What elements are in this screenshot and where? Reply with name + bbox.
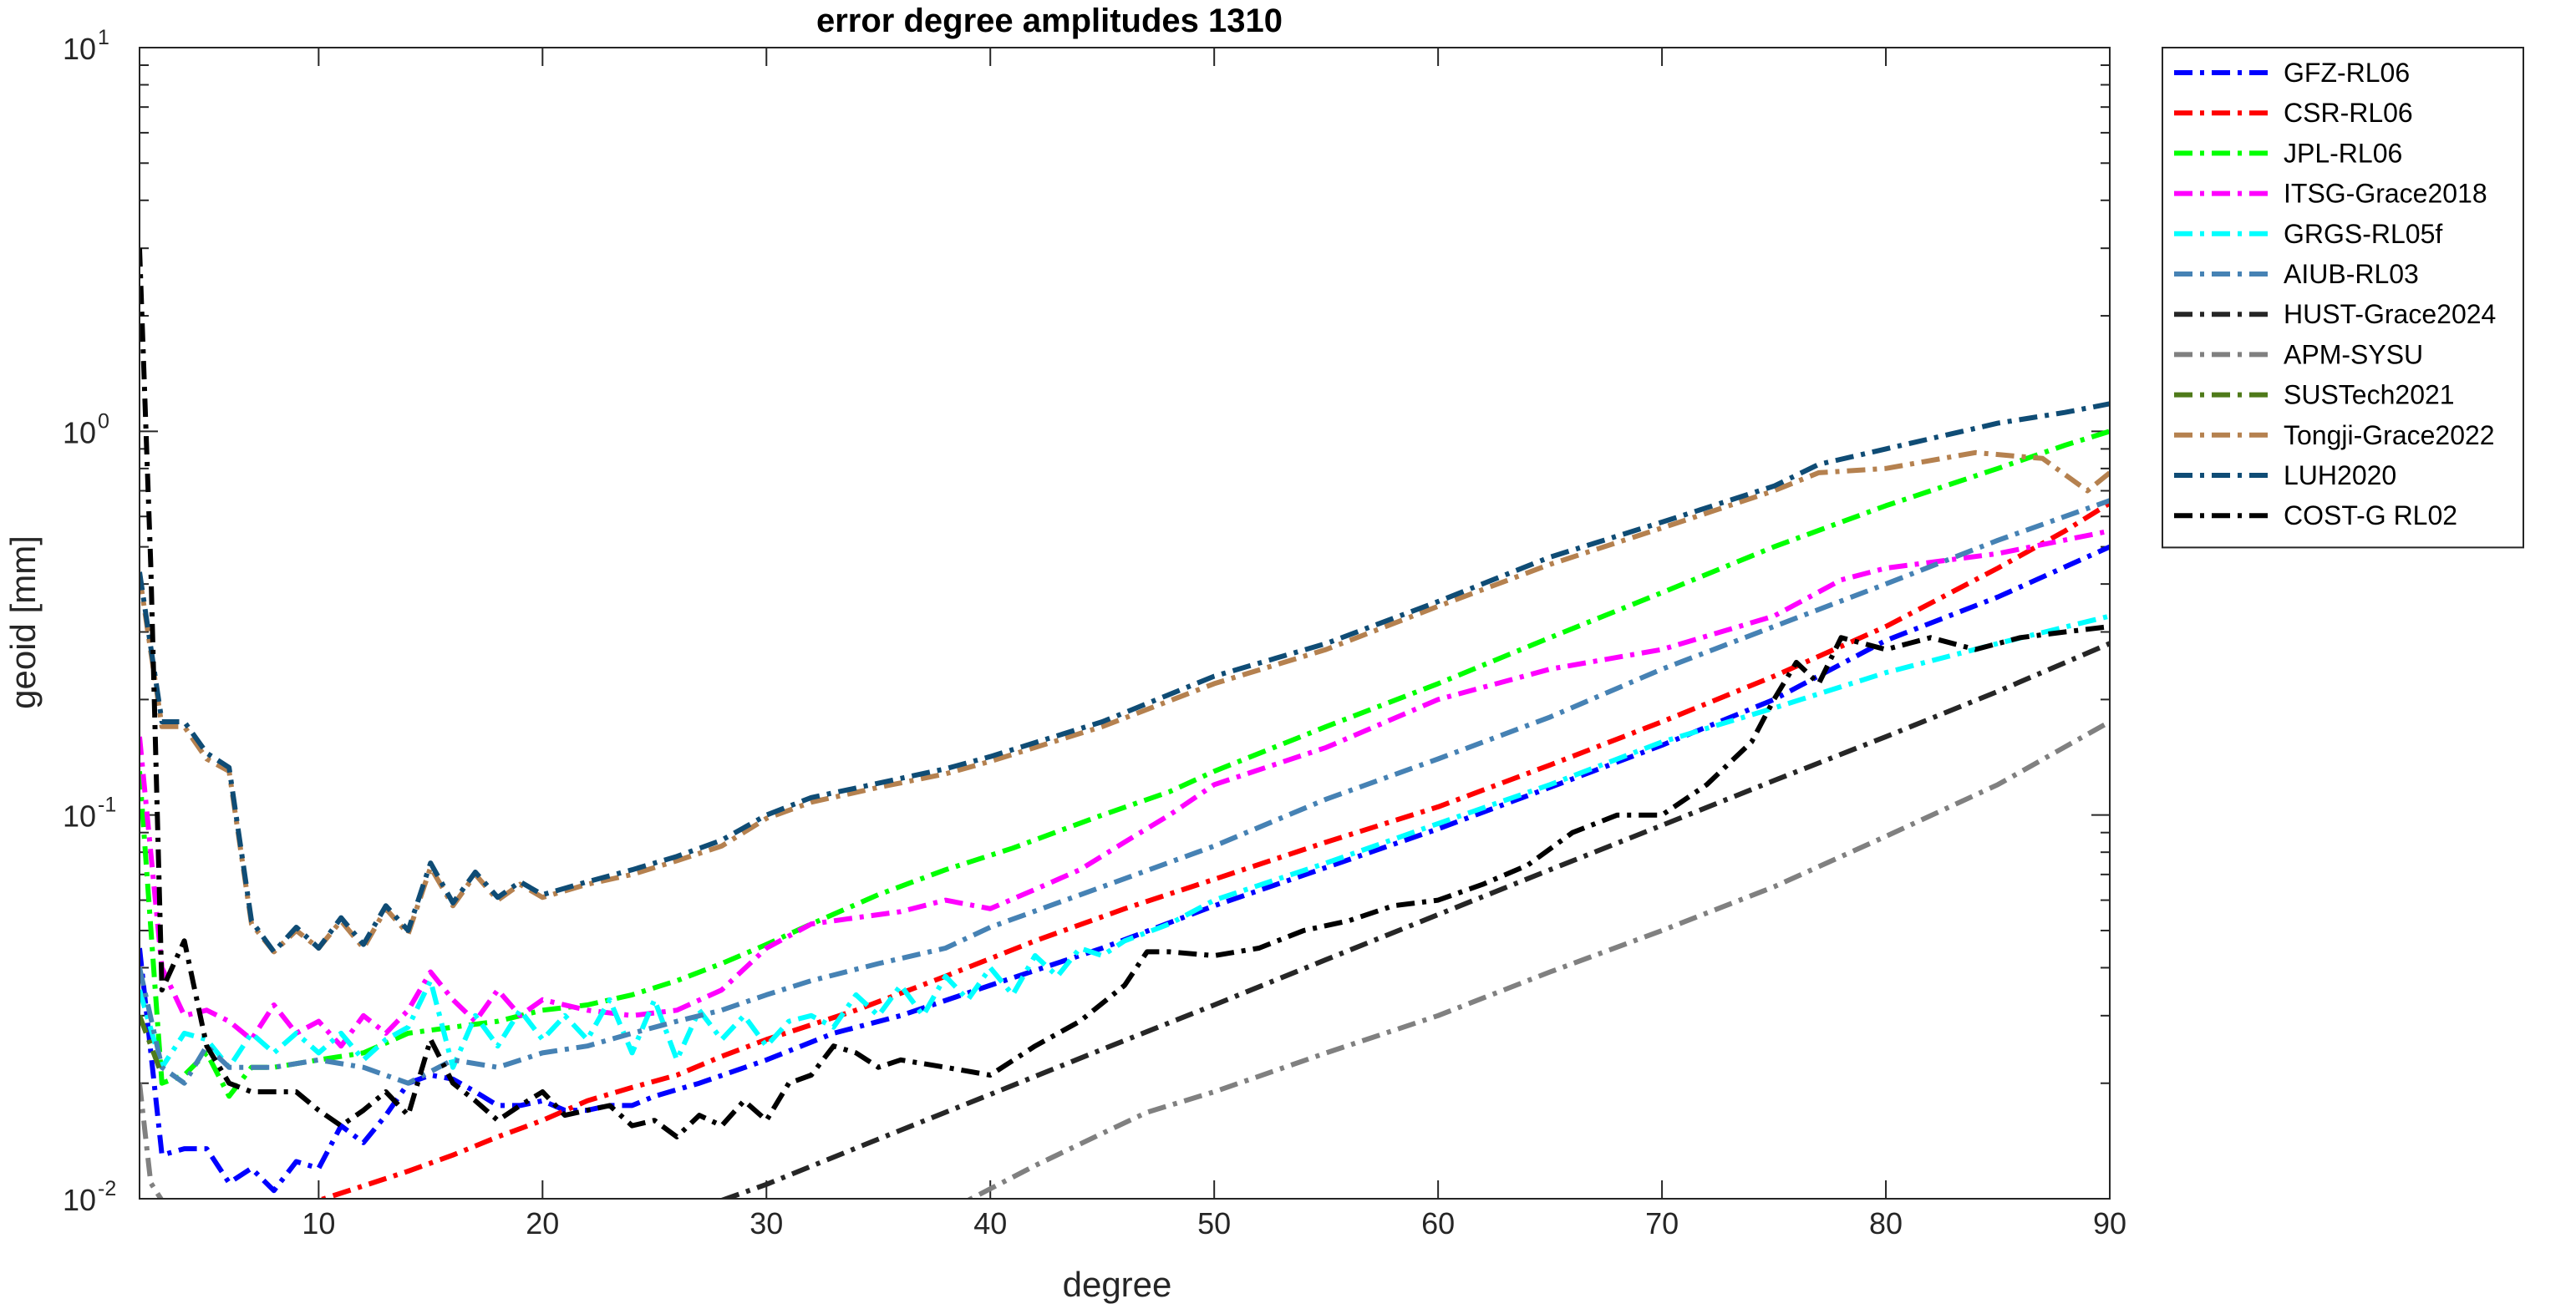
- y-axis-label: geoid [mm]: [3, 535, 43, 709]
- y-tick-label: 10 1: [63, 26, 109, 66]
- series-line-aiub-rl03: [140, 498, 2110, 1086]
- legend-label: GFZ-RL06: [2284, 58, 2410, 88]
- x-tick-label: 70: [1645, 1206, 1679, 1241]
- y-tick-label-exponent: 1: [98, 26, 109, 49]
- legend-entry: CSR-RL06: [2174, 98, 2413, 128]
- legend-entry: COST-G RL02: [2174, 500, 2457, 530]
- series-line-hust-grace2024: [720, 641, 2110, 1199]
- legend-entry: Tongji-Grace2022: [2174, 420, 2495, 450]
- legend-label: GRGS-RL05f: [2284, 219, 2442, 249]
- y-tick-label: 10 -2: [63, 1177, 116, 1217]
- x-tick-label: 40: [973, 1206, 1007, 1241]
- series-line-csr-rl06: [307, 500, 2110, 1199]
- y-tick-label-base: 10: [63, 32, 96, 66]
- x-tick-label: 30: [749, 1206, 783, 1241]
- y-tick-label-exponent: 0: [98, 409, 109, 433]
- x-tick-label: 90: [2093, 1206, 2126, 1241]
- legend-label: COST-G RL02: [2284, 500, 2457, 530]
- legend-entry: SUSTech2021: [2174, 380, 2455, 410]
- series-line-itsg-grace2018: [140, 528, 2110, 1049]
- plot-area-frame: [139, 47, 2111, 1200]
- series-line-cost-g-rl02: [140, 248, 2110, 1139]
- y-tick-label-base: 10: [63, 415, 96, 449]
- legend-entry: JPL-RL06: [2174, 138, 2402, 168]
- legend-label: JPL-RL06: [2284, 138, 2402, 168]
- series-line-sustech2021: [140, 1014, 165, 1077]
- y-tick-label: 10 -1: [63, 794, 116, 834]
- legend-entry: AIUB-RL03: [2174, 259, 2419, 289]
- legend-label: AIUB-RL03: [2284, 259, 2419, 289]
- legend-entry: HUST-Grace2024: [2174, 299, 2496, 329]
- series-line-gfz-rl06: [140, 544, 2110, 1194]
- legend-label: SUSTech2021: [2284, 380, 2455, 410]
- legend-label: CSR-RL06: [2284, 98, 2413, 128]
- x-tick-label: 20: [526, 1206, 559, 1241]
- legend-entry: GRGS-RL05f: [2174, 219, 2442, 249]
- legend: GFZ-RL06 CSR-RL06 JPL-RL06 ITSG-Grace2018 GR…: [2162, 47, 2524, 549]
- y-tick-label-exponent: -2: [98, 1177, 116, 1200]
- legend-entry: GFZ-RL06: [2174, 58, 2410, 88]
- chart-title: error degree amplitudes 1310: [816, 3, 1283, 39]
- x-tick-label: 10: [302, 1206, 335, 1241]
- x-tick-label: 50: [1197, 1206, 1231, 1241]
- legend-entry: APM-SYSU: [2174, 339, 2423, 369]
- y-tick-label-base: 10: [63, 1183, 96, 1217]
- y-tick-label-exponent: -1: [98, 794, 116, 817]
- legend-label: LUH2020: [2284, 460, 2396, 490]
- legend-label: Tongji-Grace2022: [2284, 420, 2495, 450]
- legend-entry: ITSG-Grace2018: [2174, 179, 2487, 209]
- legend-box: [2162, 47, 2524, 549]
- x-tick-label: 60: [1421, 1206, 1455, 1241]
- legend-label: APM-SYSU: [2284, 339, 2423, 369]
- x-tick-label: 80: [1869, 1206, 1903, 1241]
- legend-entry: LUH2020: [2174, 460, 2396, 490]
- legend-label: ITSG-Grace2018: [2284, 179, 2487, 209]
- legend-label: HUST-Grace2024: [2284, 299, 2496, 329]
- x-axis-label: degree: [1063, 1265, 1172, 1304]
- series-line-grgs-rl05f: [140, 613, 2110, 1070]
- y-tick-label: 10 0: [63, 409, 109, 449]
- y-tick-label-base: 10: [63, 799, 96, 834]
- series-layer: [140, 248, 2110, 1199]
- series-line-apm-sysu: [140, 719, 2110, 1199]
